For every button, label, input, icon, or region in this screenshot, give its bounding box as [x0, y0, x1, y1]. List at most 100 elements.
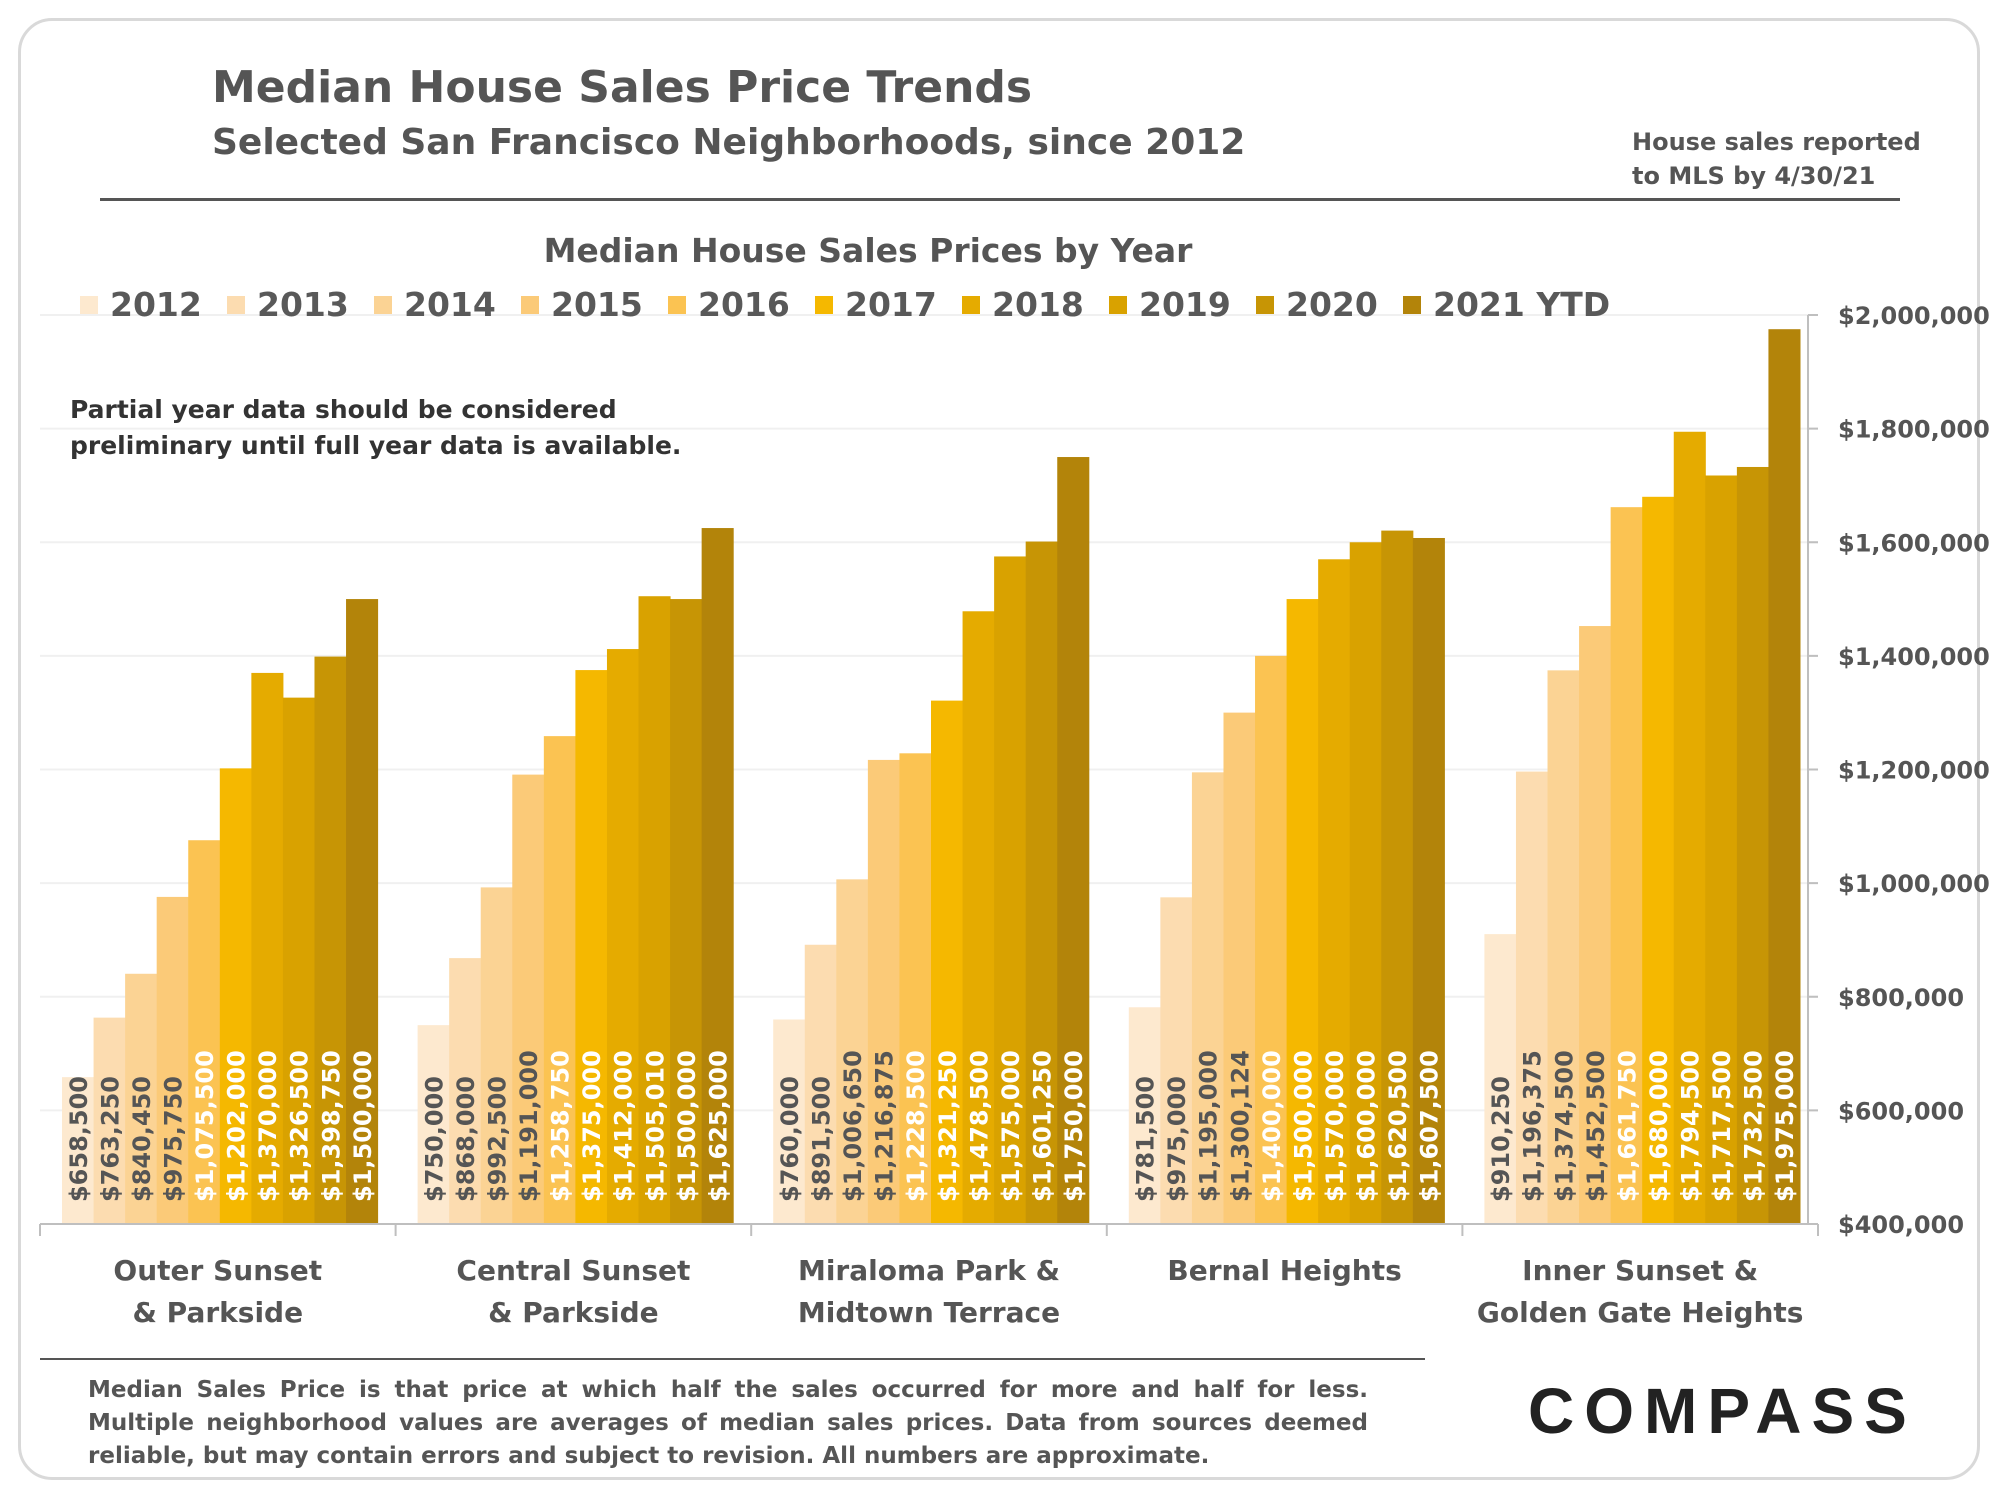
bar	[962, 611, 995, 1224]
bar-data-label: $1,374,500	[1550, 1050, 1578, 1202]
bar-data-label: $1,196,375	[1519, 1050, 1547, 1202]
category-label: & Parkside	[488, 1296, 659, 1329]
bar-data-label: $1,717,500	[1708, 1050, 1736, 1202]
legend: 2012 2013 2014 2015 2016 2017 2018 2019 2020 2021…	[80, 285, 1610, 324]
report-note-line-2: to MLS by 4/30/21	[1632, 162, 1876, 190]
bar	[899, 753, 932, 1224]
bar	[1610, 507, 1643, 1224]
legend-label: 2018	[992, 285, 1084, 324]
footer-divider	[40, 1358, 1425, 1360]
y-tick-label: $1,400,000	[1838, 643, 1990, 671]
bar-data-label: $1,575,000	[997, 1050, 1025, 1202]
annotation-line-2: preliminary until full year data is avai…	[70, 431, 681, 460]
page-subtitle: Selected San Francisco Neighborhoods, si…	[212, 122, 1246, 163]
bar	[670, 599, 703, 1224]
legend-label: 2020	[1286, 285, 1378, 324]
legend-label: 2019	[1139, 285, 1231, 324]
page-title: Median House Sales Price Trends	[212, 62, 1033, 113]
bar	[1057, 457, 1090, 1224]
bar-data-label: $1,607,500	[1416, 1050, 1444, 1202]
bar	[219, 768, 252, 1224]
bar	[1349, 542, 1382, 1224]
bar	[1286, 599, 1319, 1224]
bar-data-label: $1,195,000	[1195, 1050, 1223, 1202]
bar	[701, 528, 734, 1224]
bar	[1736, 466, 1769, 1224]
bar	[931, 700, 964, 1224]
bar	[251, 672, 284, 1224]
bar-data-label: $992,500	[484, 1076, 512, 1202]
bar	[1484, 934, 1517, 1224]
bar-data-label: $891,500	[808, 1076, 836, 1202]
bar-data-label: $1,680,000	[1645, 1050, 1673, 1202]
bar-data-label: $1,661,750	[1613, 1050, 1641, 1202]
legend-swatch	[815, 296, 833, 314]
bar-data-label: $1,075,500	[191, 1050, 219, 1202]
legend-label: 2013	[257, 285, 349, 324]
bar	[346, 599, 379, 1224]
legend-swatch	[521, 296, 539, 314]
bar-data-label: $1,750,000	[1060, 1050, 1088, 1202]
bar-data-label: $1,258,750	[547, 1050, 575, 1202]
bar	[1223, 712, 1256, 1224]
bar	[1381, 530, 1414, 1224]
category-label: & Parkside	[133, 1296, 304, 1329]
bar	[417, 1025, 450, 1224]
category-label: Central Sunset	[456, 1254, 690, 1287]
bar-data-label: $1,216,875	[871, 1050, 899, 1202]
y-tick-label: $800,000	[1838, 984, 1964, 1012]
legend-label: 2021 YTD	[1433, 285, 1610, 324]
bar	[282, 697, 315, 1224]
bar	[1642, 496, 1675, 1224]
bar-data-label: $1,570,000	[1321, 1050, 1349, 1202]
bar	[804, 944, 837, 1224]
bar-data-label: $1,478,500	[965, 1050, 993, 1202]
bar	[543, 736, 576, 1224]
legend-swatch	[227, 296, 245, 314]
y-tick-label: $1,000,000	[1838, 870, 1990, 898]
bar	[512, 774, 545, 1224]
bar	[1160, 897, 1193, 1224]
bar	[93, 1017, 126, 1224]
legend-swatch	[1403, 296, 1421, 314]
bar-data-label: $975,000	[1163, 1076, 1191, 1202]
legend-label: 2014	[404, 285, 496, 324]
bar-data-label: $1,620,500	[1384, 1050, 1412, 1202]
bar	[314, 656, 347, 1224]
category-labels: Outer Sunset & Parkside Central Sunset & Pa…	[113, 1254, 1803, 1329]
bar	[1579, 626, 1612, 1224]
bar-data-label: $1,500,000	[349, 1050, 377, 1202]
compass-logo: COMPASS	[1528, 1375, 1917, 1447]
bar	[994, 556, 1027, 1224]
bar-data-label: $1,975,000	[1771, 1050, 1799, 1202]
bars	[62, 329, 1801, 1224]
category-label: Midtown Terrace	[798, 1296, 1060, 1329]
bar	[449, 958, 482, 1224]
bar	[1547, 670, 1580, 1224]
y-tick-label: $2,000,000	[1838, 302, 1990, 330]
category-label: Outer Sunset	[113, 1254, 322, 1287]
legend-label: 2012	[110, 285, 202, 324]
bar	[1515, 771, 1549, 1224]
y-tick-label: $1,800,000	[1838, 416, 1990, 444]
bar-data-label: $1,326,500	[286, 1050, 314, 1202]
bar-data-label: $1,452,500	[1582, 1050, 1610, 1202]
bar-data-label: $1,794,500	[1677, 1050, 1705, 1202]
bar-data-label: $1,300,124	[1226, 1050, 1254, 1202]
bar-data-label: $1,006,650	[839, 1050, 867, 1202]
legend-swatch	[1109, 296, 1127, 314]
annotation-line-1: Partial year data should be considered	[70, 395, 617, 424]
bar	[1255, 655, 1288, 1224]
legend-swatch	[962, 296, 980, 314]
bar	[125, 973, 158, 1224]
bar-data-label: $1,398,750	[317, 1050, 345, 1202]
bar	[773, 1019, 806, 1224]
axes: $400,000 $600,000 $800,000 $1,000,000 $1,200…	[39, 302, 1990, 1239]
bar	[188, 840, 221, 1224]
bar	[1768, 329, 1801, 1224]
bar-data-label: $1,400,000	[1258, 1050, 1286, 1202]
bar	[638, 596, 671, 1224]
bar-data-label: $781,500	[1132, 1076, 1160, 1202]
category-label: Bernal Heights	[1167, 1254, 1401, 1287]
